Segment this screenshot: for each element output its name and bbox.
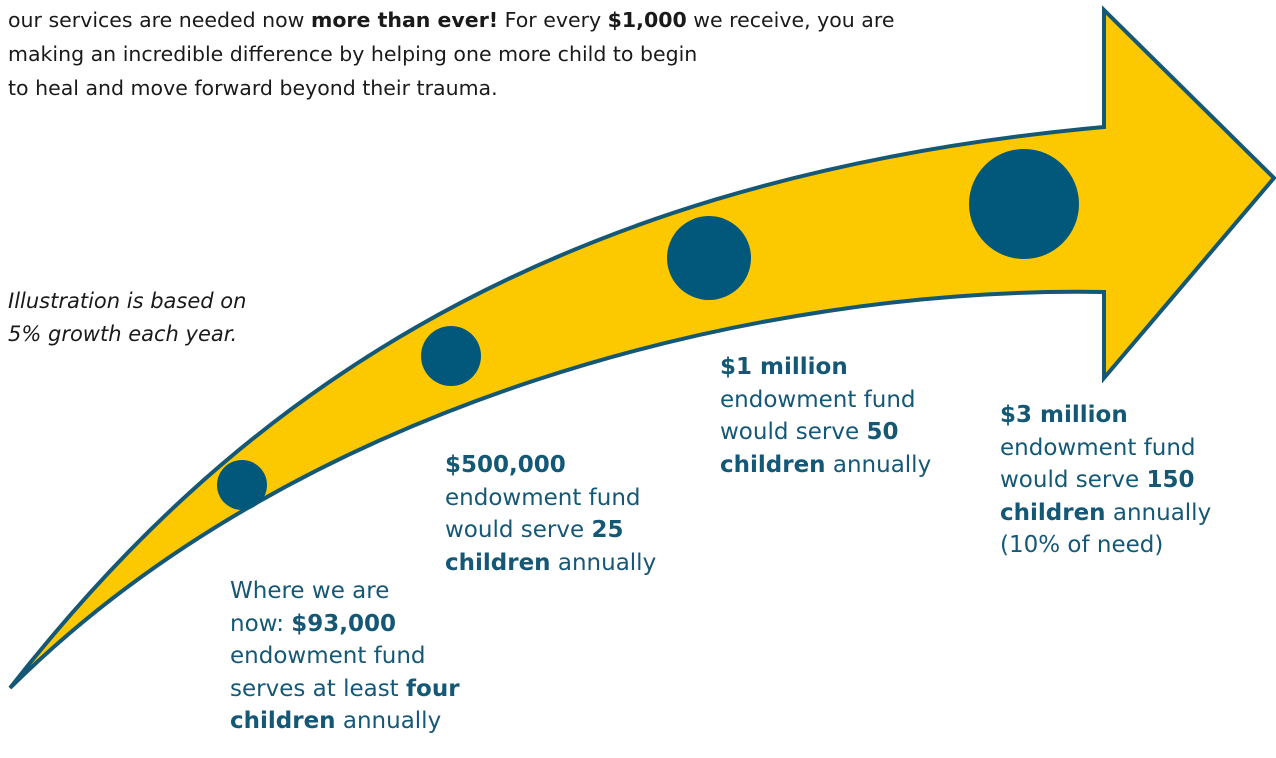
milestone-need: (10% of need)	[1000, 532, 1164, 558]
milestone-1m: $1 million endowment fund would serve 50…	[720, 351, 931, 481]
milestone-children: children	[445, 549, 551, 576]
milestone-line: would serve 25	[445, 514, 656, 547]
milestone-3m: $3 million endowment fund would serve 15…	[1000, 399, 1211, 562]
milestone-text: annually	[1105, 499, 1212, 526]
intro-amount: $1,000	[607, 8, 687, 32]
milestone-line: would serve 50	[720, 416, 931, 449]
milestone-count: 25	[591, 517, 624, 543]
milestone-children: children	[720, 451, 826, 478]
milestone-dot-2	[421, 326, 481, 386]
milestone-line: would serve 150	[1000, 464, 1211, 497]
milestone-text: endowment fund	[230, 643, 426, 669]
note-line: Illustration is based on	[8, 289, 247, 313]
intro-line-3: to heal and move forward beyond their tr…	[8, 76, 498, 100]
milestone-text: annually	[335, 708, 442, 734]
milestone-count: 150	[1146, 467, 1195, 493]
note-line: 5% growth each year.	[8, 322, 238, 346]
milestone-line: children annually	[720, 449, 931, 482]
milestone-500k: $500,000 endowment fund would serve 25 c…	[445, 449, 656, 579]
growth-arrow	[8, 5, 1276, 690]
milestone-line: now: $93,000	[230, 608, 460, 641]
milestone-current: Where we are now: $93,000 endowment fund…	[230, 575, 460, 738]
milestone-count: 50	[866, 419, 899, 445]
milestone-children: children	[1000, 499, 1106, 526]
milestone-dot-1	[217, 460, 267, 510]
milestone-text: endowment fund	[720, 386, 916, 413]
milestone-line: children annually	[445, 547, 656, 580]
milestone-amount: $500,000	[445, 452, 566, 478]
milestone-text: Where we are	[230, 578, 390, 604]
milestone-line: serves at least four	[230, 673, 460, 706]
milestone-text: endowment fund	[1000, 434, 1196, 461]
milestone-amount: $1 million	[720, 354, 848, 380]
intro-text: we receive, you are	[686, 8, 895, 32]
milestone-dot-3	[667, 216, 751, 300]
milestone-dot-4	[969, 149, 1079, 259]
milestone-line: children annually	[1000, 497, 1211, 530]
milestone-count: four	[406, 675, 460, 702]
illustration-note: Illustration is based on 5% growth each …	[8, 285, 246, 351]
milestone-text: would serve	[445, 517, 592, 543]
intro-line-1: our services are needed now more than ev…	[8, 3, 1098, 37]
milestone-text: would serve	[1000, 467, 1147, 493]
intro-text: For every	[498, 8, 608, 32]
milestone-text: now:	[230, 610, 292, 637]
intro-emphasis: more than ever!	[310, 8, 499, 32]
milestone-text: annually	[825, 451, 932, 478]
milestone-text: annually	[550, 549, 657, 576]
intro-paragraph: our services are needed now more than ev…	[8, 3, 1098, 105]
milestone-line: children annually	[230, 705, 460, 738]
intro-text: our services are needed now	[8, 8, 311, 32]
intro-line-2: making an incredible difference by helpi…	[8, 42, 698, 66]
milestone-text: serves at least	[230, 675, 407, 702]
milestone-amount: $93,000	[291, 610, 397, 637]
milestone-amount: $3 million	[1000, 402, 1128, 428]
milestone-text: would serve	[720, 419, 867, 445]
milestone-text: endowment fund	[445, 484, 641, 511]
milestone-children: children	[230, 708, 336, 734]
